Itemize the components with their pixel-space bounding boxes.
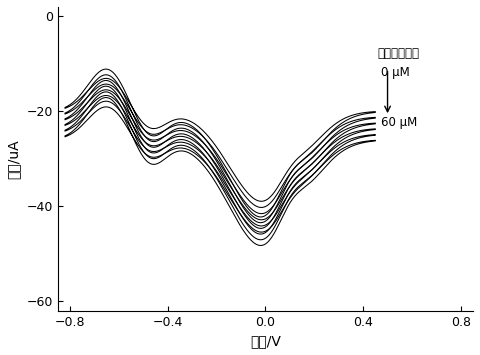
Text: 半胱氨酸浓度: 半胱氨酸浓度: [378, 47, 420, 60]
Y-axis label: 电流/uA: 电流/uA: [7, 139, 21, 179]
Text: 0 μM: 0 μM: [382, 66, 410, 79]
Text: 60 μM: 60 μM: [382, 116, 418, 129]
X-axis label: 电压/V: 电压/V: [250, 334, 281, 348]
